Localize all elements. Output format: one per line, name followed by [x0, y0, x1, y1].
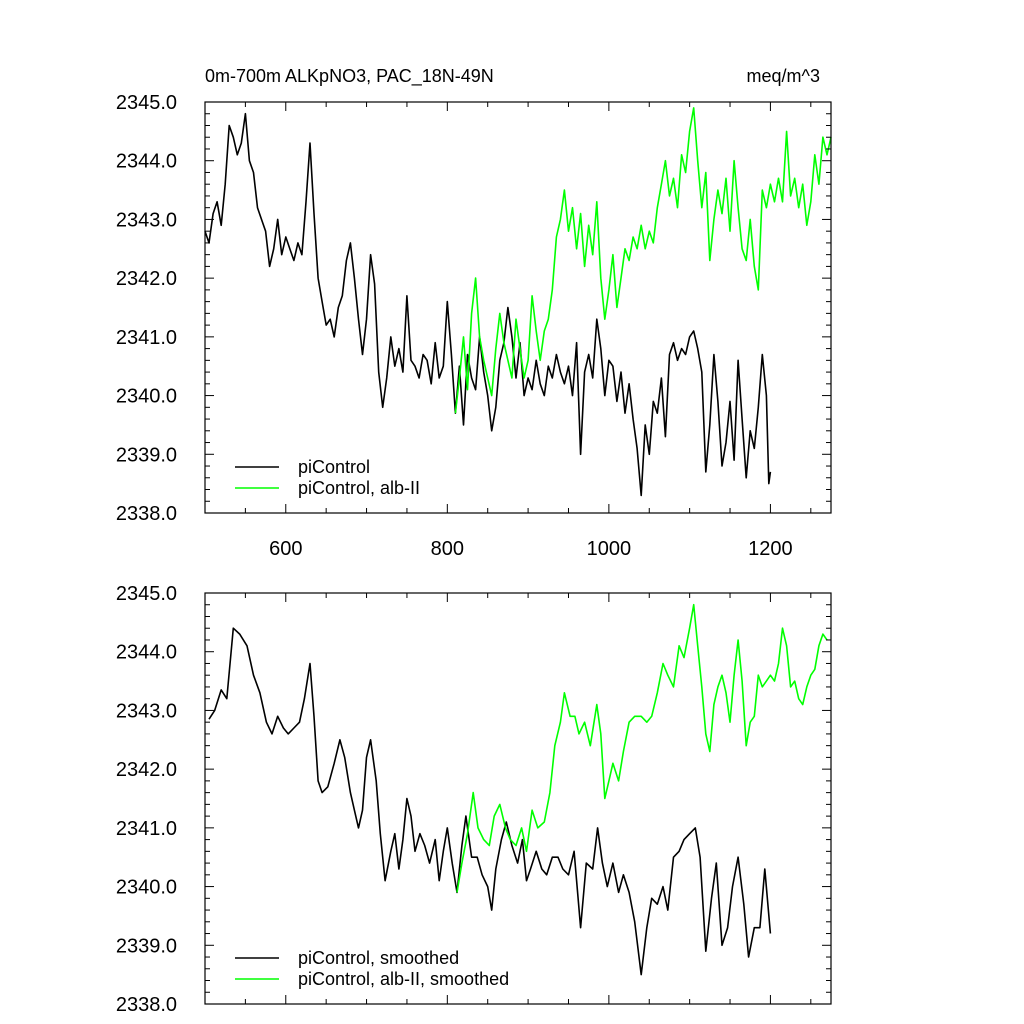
bottom-plot-frame [204, 592, 832, 1005]
bottom-y-tick-label-0: 2338.0 [116, 994, 177, 1016]
bottom-y-tick-label-5: 2343.0 [116, 700, 177, 722]
bottom-y-tick-label-6: 2344.0 [116, 642, 177, 664]
bottom-panel: 2338.0 2339.0 2340.0 2341.0 2342.0 2343.0 2344… [116, 583, 832, 1016]
top-x-tick-label-2: 1000 [587, 538, 632, 560]
top-x-tick-label-3: 1200 [748, 538, 793, 560]
bottom-y-tick-label-4: 2342.0 [116, 759, 177, 781]
top-series-line-0 [204, 112, 772, 497]
top-title-right: meq/m^3 [747, 66, 820, 86]
bottom-y-tick-label-7: 2345.0 [116, 583, 177, 605]
bottom-series [208, 603, 828, 976]
top-y-tick-label-3: 2341.0 [116, 327, 177, 349]
bottom-series-line-1 [456, 603, 828, 893]
bottom-y-tick-label-2: 2340.0 [116, 877, 177, 899]
top-y-tick-label-6: 2344.0 [116, 151, 177, 173]
top-series-line-1 [454, 107, 832, 414]
top-plot-frame [204, 101, 832, 514]
top-title-left: 0m-700m ALKpNO3, PAC_18N-49N [205, 66, 494, 87]
top-y-tick-label-7: 2345.0 [116, 92, 177, 114]
bottom-y-tick-label-3: 2341.0 [116, 818, 177, 840]
top-y-tick-label-5: 2343.0 [116, 209, 177, 231]
top-x-tick-labels: 600 800 1000 1200 [269, 538, 793, 560]
bottom-y-tick-labels: 2338.0 2339.0 2340.0 2341.0 2342.0 2343.0 2344… [116, 583, 177, 1016]
top-panel: 0m-700m ALKpNO3, PAC_18N-49N meq/m^3 233… [116, 66, 832, 560]
top-x-tick-label-1: 800 [431, 538, 464, 560]
bottom-y-tick-label-1: 2339.0 [116, 935, 177, 957]
top-y-tick-labels: 2338.0 2339.0 2340.0 2341.0 2342.0 2343.0 2344… [116, 92, 177, 525]
top-series [204, 107, 832, 497]
bottom-legend-label-0: piControl, smoothed [298, 948, 459, 968]
top-y-tick-label-1: 2339.0 [116, 444, 177, 466]
top-legend-label-0: piControl [298, 457, 370, 477]
top-legend-label-1: piControl, alb-II [298, 478, 420, 498]
bottom-series-line-0 [208, 627, 772, 976]
bottom-ticks [204, 592, 831, 1005]
top-y-tick-label-2: 2340.0 [116, 386, 177, 408]
top-ticks [204, 101, 831, 514]
bottom-legend-label-1: piControl, alb-II, smoothed [298, 969, 509, 989]
top-y-tick-label-4: 2342.0 [116, 268, 177, 290]
top-y-tick-label-0: 2338.0 [116, 503, 177, 525]
top-x-tick-label-0: 600 [269, 538, 302, 560]
